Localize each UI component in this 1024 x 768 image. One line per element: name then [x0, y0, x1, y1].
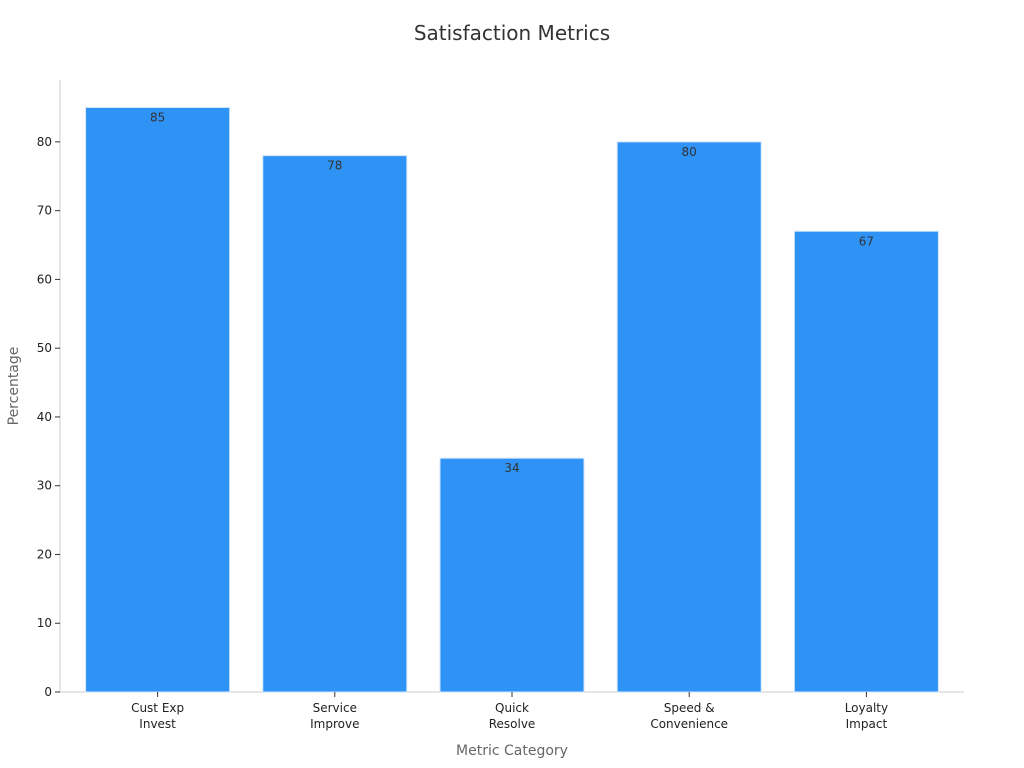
y-axis-title: Percentage	[6, 347, 22, 426]
y-tick-label: 80	[37, 135, 52, 149]
y-tick-label: 70	[37, 204, 52, 218]
bar-value-label: 67	[859, 234, 874, 248]
x-tick-label: Service	[313, 701, 357, 715]
chart-title: Satisfaction Metrics	[414, 21, 610, 45]
bar-value-label: 78	[327, 159, 342, 173]
y-tick-label: 30	[37, 479, 52, 493]
y-tick-label: 50	[37, 341, 52, 355]
bar	[85, 107, 231, 693]
x-tick-label: Speed &	[664, 701, 715, 715]
x-axis-title: Metric Category	[456, 743, 568, 759]
y-tick-label: 20	[37, 547, 52, 561]
bar-value-label: 80	[682, 145, 697, 159]
x-tick-label: Convenience	[650, 717, 728, 731]
bar-value-label: 85	[150, 111, 165, 125]
bar-value-label: 34	[504, 461, 519, 475]
y-tick-label: 0	[44, 685, 52, 699]
x-tick-label: Invest	[139, 717, 176, 731]
plot-area: 0 10 20 30 40 50 60 70 80 85 Cust Exp Invest 78 Servi…	[37, 80, 964, 731]
x-tick-label: Resolve	[489, 717, 536, 731]
y-tick-label: 40	[37, 410, 52, 424]
y-tick-label: 60	[37, 272, 52, 286]
x-tick-label: Cust Exp	[131, 701, 184, 715]
y-tick-label: 10	[37, 616, 52, 630]
x-tick-label: Loyalty	[845, 701, 888, 715]
bar	[616, 141, 762, 693]
x-tick-label: Improve	[310, 717, 359, 731]
x-tick-label: Quick	[495, 701, 529, 715]
x-tick-label: Impact	[846, 717, 888, 731]
bar	[439, 457, 585, 693]
bar	[262, 155, 408, 693]
bar	[793, 230, 939, 693]
